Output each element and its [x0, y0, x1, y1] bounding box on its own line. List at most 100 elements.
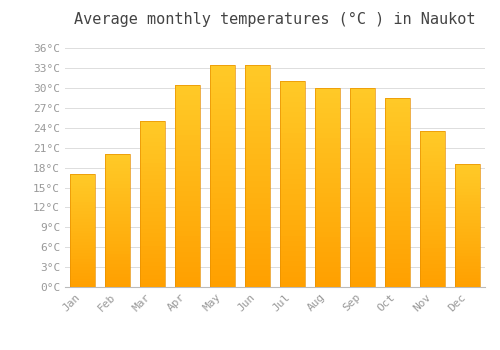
Bar [315, 237, 340, 242]
Bar [420, 131, 445, 287]
Bar [385, 98, 410, 287]
Bar [105, 154, 130, 287]
Title: Average monthly temperatures (°C ) in Naukot: Average monthly temperatures (°C ) in Na… [74, 12, 476, 27]
Bar [455, 164, 480, 167]
Bar [245, 220, 270, 226]
Bar [70, 239, 95, 242]
Bar [105, 234, 130, 237]
Bar [70, 202, 95, 205]
Bar [420, 205, 445, 209]
Bar [350, 143, 375, 148]
Bar [210, 132, 235, 137]
Bar [105, 164, 130, 168]
Bar [70, 217, 95, 219]
Bar [280, 282, 305, 287]
Bar [315, 103, 340, 108]
Bar [280, 148, 305, 153]
Bar [350, 237, 375, 242]
Bar [420, 139, 445, 143]
Bar [385, 131, 410, 136]
Bar [140, 138, 165, 142]
Bar [140, 183, 165, 188]
Bar [385, 122, 410, 126]
Bar [420, 194, 445, 197]
Bar [210, 65, 235, 287]
Bar [420, 162, 445, 166]
Bar [280, 86, 305, 92]
Bar [210, 70, 235, 76]
Bar [280, 82, 305, 287]
Bar [385, 259, 410, 263]
Bar [70, 242, 95, 245]
Bar [245, 254, 270, 259]
Bar [455, 253, 480, 256]
Bar [175, 241, 200, 246]
Bar [385, 211, 410, 216]
Bar [175, 231, 200, 237]
Bar [350, 168, 375, 173]
Bar [105, 267, 130, 271]
Bar [140, 167, 165, 171]
Bar [210, 120, 235, 126]
Bar [385, 206, 410, 211]
Bar [70, 208, 95, 211]
Bar [385, 150, 410, 155]
Bar [140, 246, 165, 250]
Bar [210, 98, 235, 104]
Bar [245, 243, 270, 248]
Bar [385, 98, 410, 103]
Bar [315, 188, 340, 193]
Bar [105, 158, 130, 161]
Bar [105, 191, 130, 194]
Bar [70, 214, 95, 217]
Bar [175, 130, 200, 135]
Bar [175, 252, 200, 257]
Bar [140, 274, 165, 279]
Bar [420, 186, 445, 190]
Bar [70, 199, 95, 202]
Bar [105, 227, 130, 231]
Bar [105, 260, 130, 264]
Bar [350, 108, 375, 113]
Bar [245, 281, 270, 287]
Bar [245, 137, 270, 142]
Bar [210, 76, 235, 82]
Bar [105, 280, 130, 284]
Bar [140, 200, 165, 204]
Bar [315, 143, 340, 148]
Bar [280, 133, 305, 138]
Bar [420, 197, 445, 201]
Bar [385, 230, 410, 235]
Bar [245, 198, 270, 204]
Bar [315, 217, 340, 222]
Bar [210, 215, 235, 220]
Bar [315, 168, 340, 173]
Bar [245, 70, 270, 76]
Bar [70, 250, 95, 253]
Bar [385, 197, 410, 202]
Bar [455, 241, 480, 244]
Bar [105, 211, 130, 214]
Bar [210, 142, 235, 148]
Bar [280, 107, 305, 112]
Bar [175, 186, 200, 191]
Bar [70, 267, 95, 270]
Bar [315, 193, 340, 197]
Bar [210, 259, 235, 265]
Bar [140, 266, 165, 271]
Bar [70, 205, 95, 208]
Bar [280, 236, 305, 241]
Bar [245, 93, 270, 98]
Bar [455, 210, 480, 214]
Bar [105, 194, 130, 197]
Bar [140, 279, 165, 283]
Bar [105, 171, 130, 174]
Bar [105, 254, 130, 257]
Bar [455, 214, 480, 216]
Bar [70, 180, 95, 183]
Bar [315, 148, 340, 153]
Bar [70, 219, 95, 222]
Bar [175, 196, 200, 201]
Bar [280, 246, 305, 251]
Bar [140, 121, 165, 287]
